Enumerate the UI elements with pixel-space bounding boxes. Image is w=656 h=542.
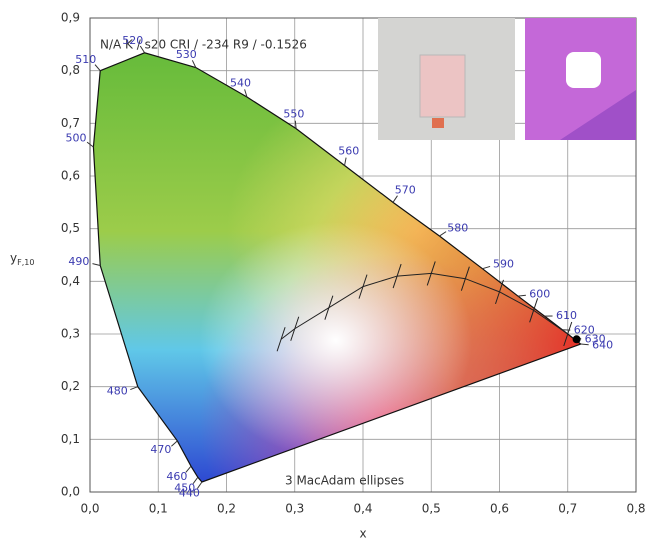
x-tick-label: 0,2	[217, 502, 236, 516]
x-tick-label: 0,7	[558, 502, 577, 516]
wavelength-label: 510	[75, 53, 96, 66]
photo-emission	[525, 18, 636, 140]
wavelength-label: 550	[283, 108, 304, 121]
y-tick-label: 0,9	[61, 11, 80, 25]
x-tick-label: 0,5	[422, 502, 441, 516]
wavelength-label: 560	[338, 145, 359, 158]
wavelength-label: 540	[230, 77, 251, 90]
y-tick-label: 0,1	[61, 432, 80, 446]
wavelength-label: 600	[529, 288, 550, 301]
wavelength-label: 480	[107, 385, 128, 398]
wavelength-label: 460	[166, 470, 187, 483]
wavelength-label: 640	[592, 338, 613, 351]
wavelength-label: 610	[556, 309, 577, 322]
wavelength-label: 520	[122, 34, 143, 47]
y-tick-label: 0,6	[61, 169, 80, 183]
photo-sample	[378, 18, 515, 140]
wavelength-tick	[171, 441, 177, 446]
x-axis-label: x	[359, 527, 366, 541]
wavelength-label: 450	[174, 482, 195, 495]
y-axis-label: yF,10	[10, 251, 34, 267]
x-tick-label: 0,0	[80, 502, 99, 516]
y-axis-label-sub: F,10	[17, 258, 34, 267]
y-axis-label-main: y	[10, 251, 17, 265]
y-tick-label: 0,2	[61, 379, 80, 393]
y-tick-label: 0,4	[61, 274, 80, 288]
y-tick-label: 0,5	[61, 221, 80, 235]
x-tick-label: 0,1	[149, 502, 168, 516]
wavelength-label: 500	[65, 131, 86, 144]
wavelength-tick	[295, 121, 296, 129]
wavelength-tick	[482, 266, 490, 268]
wavelength-tick	[439, 232, 446, 236]
wavelength-label: 490	[68, 255, 89, 268]
ellipse-note: 3 MacAdam ellipses	[285, 474, 404, 488]
wavelength-label: 580	[447, 221, 468, 234]
x-tick-label: 0,4	[353, 502, 372, 516]
wavelength-tick	[518, 295, 526, 296]
wavelength-tick	[92, 264, 100, 266]
x-tick-label: 0,8	[626, 502, 645, 516]
wavelength-label: 570	[395, 184, 416, 197]
y-tick-label: 0,0	[61, 485, 80, 499]
chart: N/A K / s20 CRI / -234 R9 / -0.1526 3 Ma…	[0, 0, 656, 542]
wavelength-tick	[130, 387, 137, 390]
y-tick-label: 0,3	[61, 327, 80, 341]
wavelength-label: 590	[493, 258, 514, 271]
x-tick-label: 0,3	[285, 502, 304, 516]
wavelength-tick	[345, 158, 347, 166]
x-tick-label: 0,6	[490, 502, 509, 516]
wavelength-label: 530	[176, 48, 197, 61]
y-tick-label: 0,7	[61, 116, 80, 130]
measured-point	[573, 335, 581, 343]
wavelength-label: 470	[150, 443, 171, 456]
